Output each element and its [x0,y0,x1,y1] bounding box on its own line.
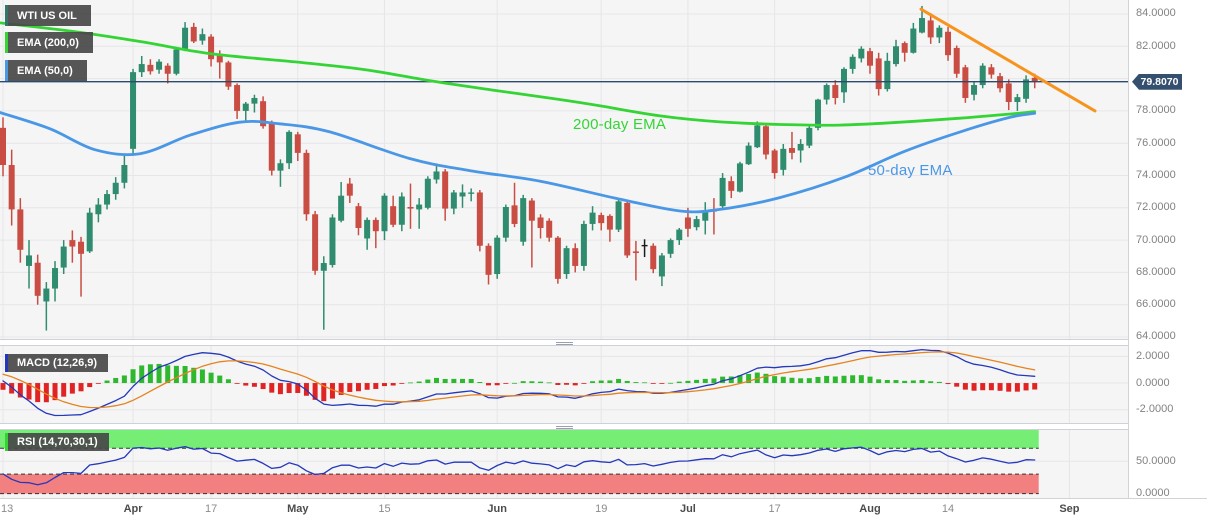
price-tick-label: 70.0000 [1136,233,1176,246]
ema50-line [0,111,1037,214]
ema200-label: EMA (200,0) [17,36,79,49]
macd-tick-label: -2.0000 [1136,403,1174,416]
time-tick-day-label: 19 [595,503,608,515]
macd-signal-line [2,351,1036,409]
time-tick-day-label: 14 [941,503,955,515]
macd-tick-label: 2.0000 [1136,349,1170,362]
price-tick-label: 82.0000 [1136,39,1176,52]
macd-histogram [0,363,1038,403]
macd-badge[interactable]: MACD (12,26,9) [5,354,109,372]
price-tick-label: 74.0000 [1136,168,1176,181]
time-tick-day-label: 15 [378,503,391,515]
price-tick-label: 76.0000 [1136,136,1176,149]
macd-chart[interactable] [0,346,1128,423]
ema200-annotation: 200-day EMA [573,116,667,133]
time-tick-month-label: Jun [487,503,507,515]
time-tick-month-label: May [287,503,309,515]
descending-trendline [919,7,1097,113]
ema200-accent-bar [5,32,8,53]
rsi-tick-label: 50.0000 [1136,454,1176,467]
price-tick-label: 66.0000 [1136,298,1176,311]
time-tick-month-label: Aug [859,503,881,515]
price-tick-label: 78.0000 [1136,104,1176,117]
price-tick-label: 64.0000 [1136,330,1176,343]
rsi-oversold-band [0,473,1039,495]
price-tick-label: 72.0000 [1136,201,1176,214]
last-price-badge: 79.8070 [1132,73,1182,90]
time-tick-day-label: 17 [204,503,218,515]
macd-label: MACD (12,26,9) [17,357,98,369]
macd-accent-bar [5,354,8,372]
ema50-annotation: 50-day EMA [868,162,953,179]
candlestick-chart[interactable] [0,0,1128,339]
rsi-accent-bar [5,433,8,451]
time-tick-day-label: 13 [1,503,14,515]
time-tick-month-label: Jul [679,503,696,515]
ema50-badge[interactable]: EMA (50,0) [5,60,87,81]
rsi-chart[interactable] [0,430,1128,498]
ema200-line [0,21,1037,127]
pane-separator-macd[interactable] [0,339,1128,347]
price-tick-label: 84.0000 [1136,7,1176,20]
ema50-label: EMA (50,0) [17,64,73,77]
candles-layer [0,5,1038,331]
price-tick-label: 68.0000 [1136,265,1176,278]
macd-line [2,348,1036,417]
macd-tick-label: 0.0000 [1136,376,1170,389]
price-pane[interactable]: WTI US OIL EMA (200,0) EMA (50,0) 200-da… [0,0,1128,339]
ema200-badge[interactable]: EMA (200,0) [5,32,93,53]
time-tick-day-label: 17 [768,503,781,515]
instrument-label: WTI US OIL [17,9,77,22]
instrument-accent-bar [5,5,8,26]
time-tick-month-label: Apr [123,503,143,515]
rsi-label: RSI (14,70,30,1) [17,436,98,448]
instrument-badge[interactable]: WTI US OIL [5,5,91,26]
ema50-accent-bar [5,60,8,81]
macd-pane[interactable]: MACD (12,26,9) [0,346,1128,423]
rsi-overbought-band [0,430,1039,449]
rsi-line [2,445,1036,486]
time-axis[interactable]: 13 Apr 17 May 15 Jun 19 Jul 17 Aug 14 Sep [0,498,1207,521]
rsi-pane[interactable]: RSI (14,70,30,1) [0,430,1128,498]
rsi-tick-label: 0.0000 [1136,487,1170,500]
time-tick-month-label: Sep [1059,503,1080,515]
pane-separator-rsi[interactable] [0,423,1128,431]
rsi-badge[interactable]: RSI (14,70,30,1) [5,433,109,451]
